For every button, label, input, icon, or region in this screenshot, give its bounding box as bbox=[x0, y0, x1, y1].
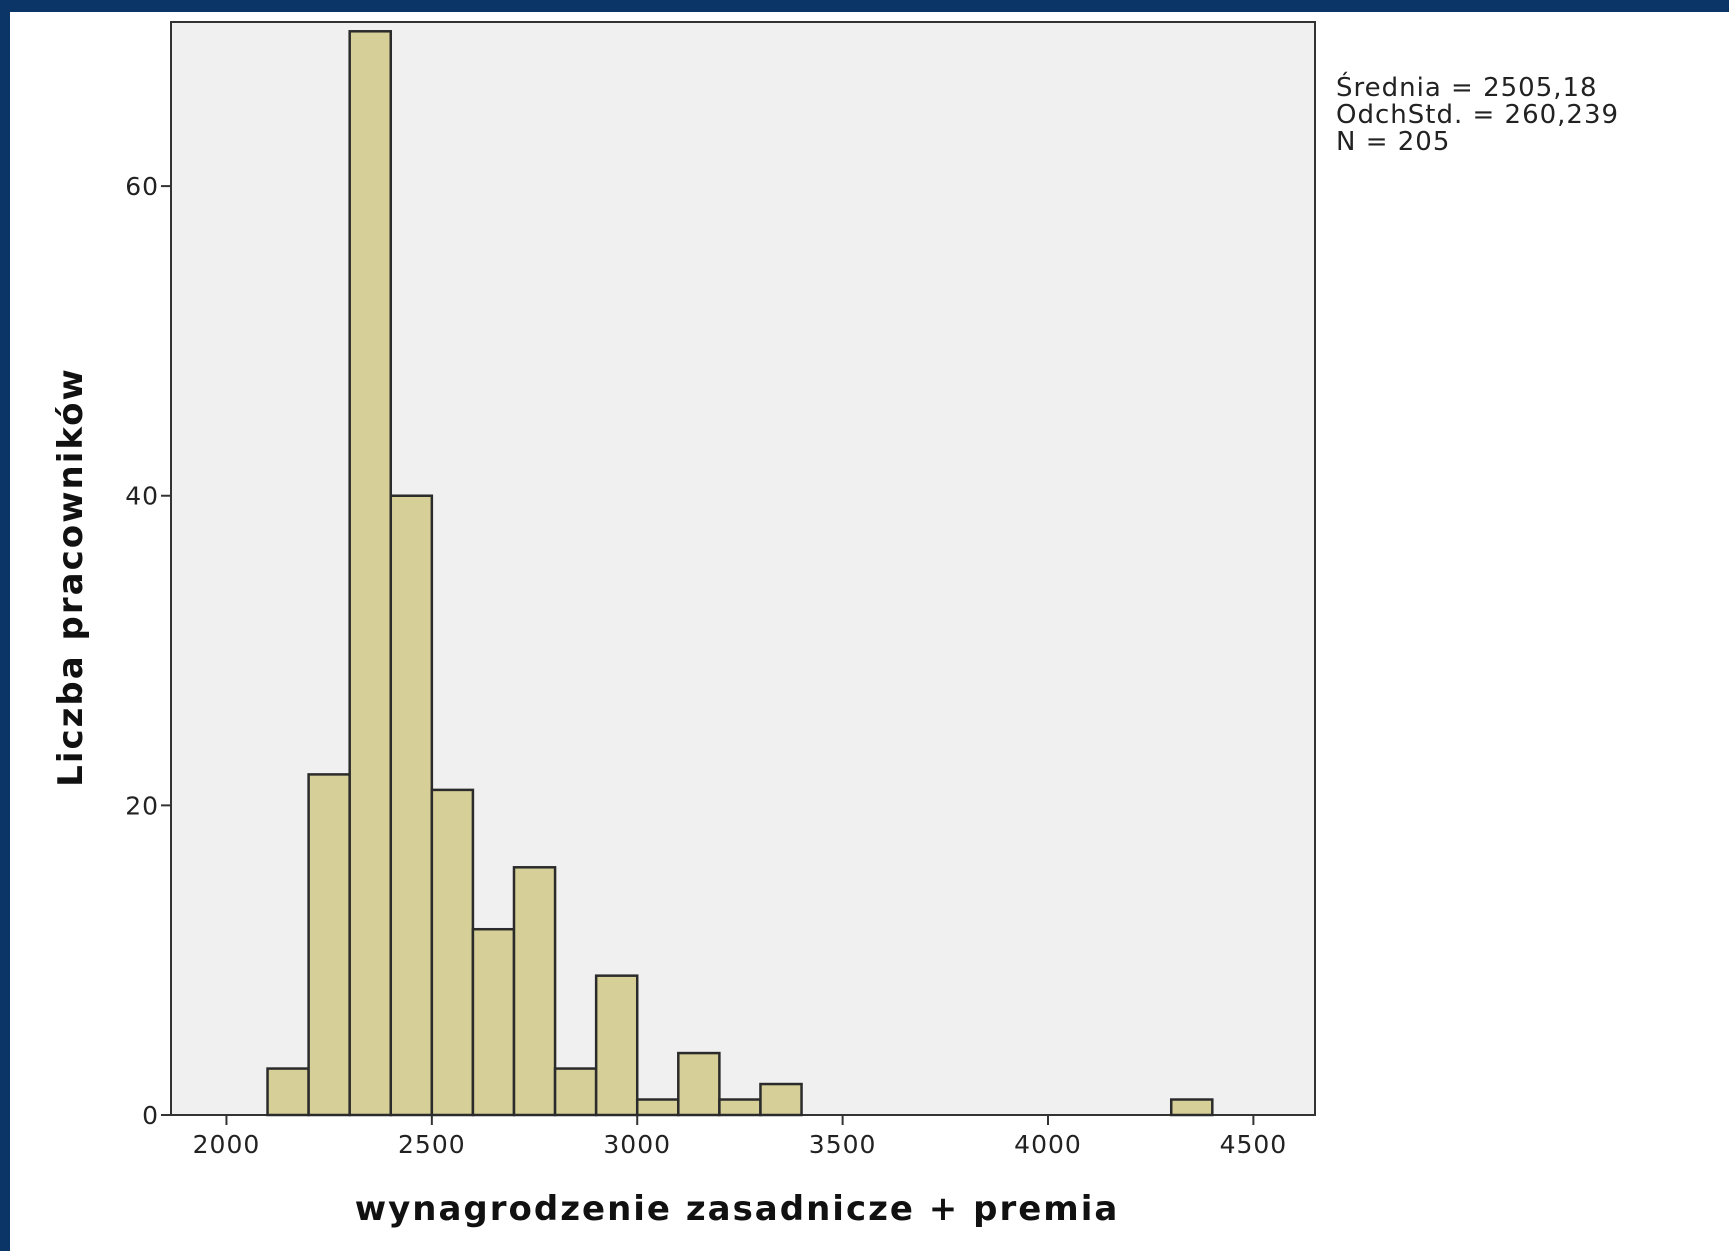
histogram-bar bbox=[512, 866, 557, 1117]
y-tick-label: 40 bbox=[125, 482, 159, 511]
histogram-bar bbox=[471, 927, 516, 1117]
y-tick-label: 60 bbox=[125, 172, 159, 201]
histogram-bar bbox=[348, 30, 393, 1117]
stats-line: Średnia = 2505,18 bbox=[1336, 71, 1598, 103]
x-tick-label: 2500 bbox=[398, 1130, 466, 1159]
y-axis-title: Liczba pracowników bbox=[51, 367, 91, 787]
y-tick-label: 20 bbox=[125, 791, 159, 820]
stats-line: N = 205 bbox=[1336, 127, 1450, 157]
histogram-bar bbox=[553, 1067, 598, 1117]
histogram-bar bbox=[635, 1098, 680, 1117]
x-tick-label: 4500 bbox=[1220, 1130, 1288, 1159]
histogram-bar bbox=[389, 494, 434, 1117]
stats-line: OdchStd. = 260,239 bbox=[1336, 100, 1619, 130]
histogram-bar bbox=[759, 1082, 803, 1117]
histogram-bar bbox=[307, 773, 351, 1117]
x-tick-label: 4000 bbox=[1014, 1130, 1082, 1159]
x-tick-label: 2000 bbox=[193, 1130, 261, 1159]
x-tick-label: 3500 bbox=[809, 1130, 877, 1159]
chart-frame: 0 20 40 60 2000 2500 3000 3500 4000 4500 wynagro… bbox=[10, 12, 1729, 1251]
histogram-bar bbox=[718, 1098, 762, 1117]
histogram-bar bbox=[1169, 1098, 1214, 1117]
x-tick-label: 3000 bbox=[603, 1130, 671, 1159]
histogram-bar bbox=[677, 1051, 721, 1117]
histogram-bar bbox=[266, 1067, 310, 1117]
x-axis-title: wynagrodzenie zasadnicze + premia bbox=[355, 1189, 1120, 1229]
y-tick-label: 0 bbox=[142, 1101, 159, 1130]
histogram-bar bbox=[594, 974, 639, 1117]
histogram-bars bbox=[266, 30, 1214, 1117]
histogram-chart: 0 20 40 60 2000 2500 3000 3500 4000 4500 wynagro… bbox=[51, 21, 1619, 1229]
x-axis: 2000 2500 3000 3500 4000 4500 bbox=[193, 1115, 1288, 1159]
histogram-bar bbox=[430, 788, 475, 1117]
y-axis: 0 20 40 60 bbox=[125, 172, 171, 1130]
